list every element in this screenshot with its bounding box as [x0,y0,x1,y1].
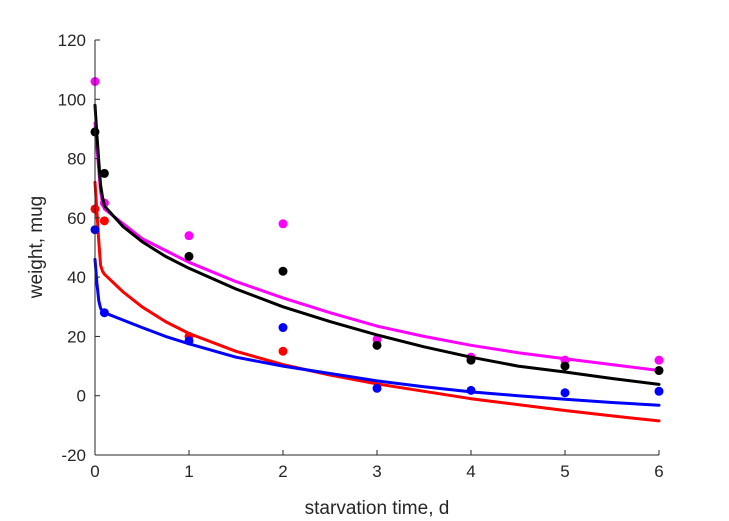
y-tick-label: 40 [67,268,86,287]
x-tick-label: 1 [184,462,193,481]
plot-area [90,77,664,423]
series-3 [90,225,664,407]
x-tick-label: 6 [654,462,663,481]
y-tick-label: 20 [67,327,86,346]
data-point [278,266,288,276]
x-tick-label: 5 [560,462,569,481]
series-1 [90,103,664,386]
y-tick-label: 120 [58,31,86,50]
x-tick-label: 3 [372,462,381,481]
data-point [184,336,194,346]
y-tick-label: 100 [58,90,86,109]
data-point [278,219,288,229]
data-point [278,323,288,333]
y-axis-label: weight, mug [26,196,47,299]
data-point [372,340,382,350]
series-line [93,103,661,386]
data-point [560,388,570,398]
y-tick-label: 60 [67,209,86,228]
data-point [654,355,664,365]
x-axis-label: starvation time, d [305,498,450,519]
series-line [93,180,661,423]
x-tick-label: 2 [278,462,287,481]
data-point [654,386,664,396]
data-point [99,168,109,178]
data-point [466,355,476,365]
x-ticks: 0 1 2 3 4 5 6 [90,450,664,481]
x-tick-label: 0 [90,462,99,481]
data-point [99,216,109,226]
data-point [99,308,109,318]
series-line [93,257,661,407]
data-point [372,383,382,393]
data-point [278,346,288,356]
x-tick-label: 4 [466,462,475,481]
data-point [184,251,194,261]
y-tick-label: 0 [77,387,86,406]
y-ticks: -20 0 20 40 60 80 100 120 [58,31,100,465]
data-point [184,231,194,241]
data-point [654,366,664,376]
data-point [560,361,570,371]
y-tick-label: 80 [67,150,86,169]
y-tick-label: -20 [61,446,86,465]
data-point [466,385,476,395]
